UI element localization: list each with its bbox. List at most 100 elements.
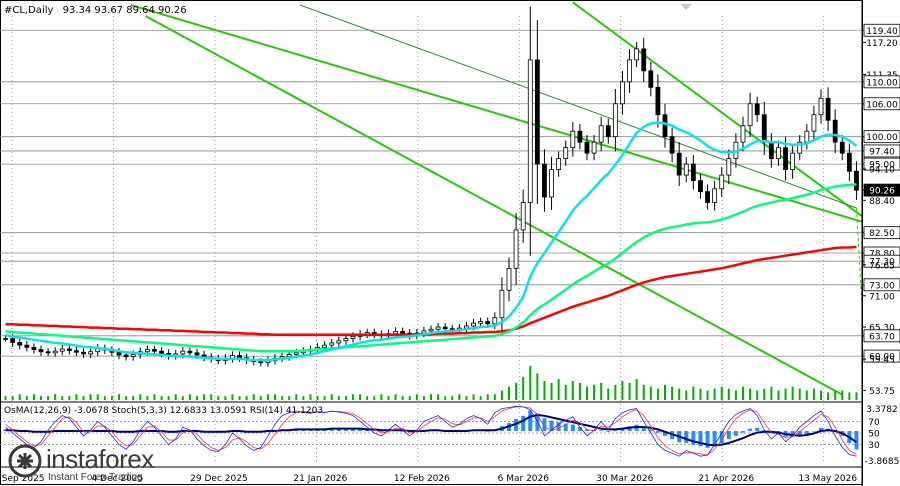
volume-bar bbox=[500, 390, 503, 400]
candle-body bbox=[350, 335, 356, 339]
volume-bar bbox=[295, 394, 298, 400]
osma-bar bbox=[641, 427, 646, 432]
osma-bar bbox=[514, 419, 519, 432]
stoch-level-label: 50 bbox=[868, 430, 880, 440]
candle-body bbox=[88, 351, 94, 355]
candle-body bbox=[24, 344, 30, 348]
price-label-box bbox=[863, 349, 900, 363]
indicator-legend: OsMA(12,26,9) -3.0678 Stoch(5,3,3) 12.68… bbox=[4, 406, 323, 416]
stoch-signal-line bbox=[5, 406, 857, 456]
volume-bar bbox=[692, 386, 695, 400]
candle-body bbox=[485, 321, 491, 325]
volume-bar bbox=[791, 386, 794, 400]
osma-bar bbox=[358, 429, 363, 432]
trend-channel bbox=[130, 1, 863, 396]
volume-bar bbox=[188, 394, 191, 400]
osma-bar bbox=[698, 431, 703, 447]
volume-bar bbox=[734, 390, 737, 400]
volume-bar bbox=[486, 394, 489, 400]
watermark-tagline: Instant Forex Trading bbox=[48, 472, 143, 483]
volume-bar bbox=[635, 379, 638, 400]
volume-bar bbox=[196, 396, 198, 400]
volume-bar bbox=[316, 396, 319, 400]
candle-body bbox=[3, 338, 8, 340]
candle-body bbox=[818, 97, 824, 116]
osma-bar bbox=[663, 431, 667, 436]
volume-bar bbox=[323, 396, 326, 400]
candle-body bbox=[74, 350, 79, 353]
price-label-box bbox=[863, 254, 900, 268]
candle-body bbox=[187, 350, 193, 354]
instaforex-logo-icon bbox=[8, 444, 42, 478]
volume-bar bbox=[543, 381, 546, 400]
volume-bar bbox=[550, 382, 553, 400]
candle-body bbox=[17, 341, 23, 346]
symbol-label: #CL,Daily bbox=[4, 5, 53, 16]
volume-bar bbox=[756, 390, 759, 400]
x-tick-label: 6 Mar 2026 bbox=[498, 474, 550, 484]
watermark-name: instaforex bbox=[46, 444, 154, 474]
candle-body bbox=[329, 342, 335, 346]
volume-bar bbox=[238, 396, 241, 400]
volume-bar bbox=[678, 388, 681, 400]
volume-bar bbox=[493, 394, 496, 400]
candle-body bbox=[527, 59, 533, 203]
volume-bar bbox=[479, 396, 482, 400]
candle-body bbox=[712, 188, 718, 203]
candle-body bbox=[322, 344, 328, 348]
symbol-ohlc-label: #CL,Daily 93.34 93.67 89.64 90.26 bbox=[4, 5, 187, 16]
ema-fast-line bbox=[5, 121, 858, 362]
candle-body bbox=[10, 338, 16, 343]
candle-body bbox=[641, 48, 647, 72]
x-tick-label: 29 Dec 2025 bbox=[190, 474, 248, 484]
candle-body bbox=[705, 191, 710, 203]
volume-bar bbox=[827, 392, 830, 400]
volume-bar bbox=[529, 365, 532, 400]
volume-bar bbox=[132, 396, 135, 400]
candle-body bbox=[627, 59, 632, 83]
volume-bar bbox=[146, 396, 149, 400]
candle-body bbox=[478, 321, 484, 324]
osma-bar bbox=[570, 424, 575, 432]
volume-bar bbox=[536, 373, 539, 400]
price-tick-label: 65.30 bbox=[869, 324, 895, 334]
candle-body bbox=[825, 97, 831, 121]
candle-body bbox=[442, 326, 448, 330]
candle-body bbox=[52, 350, 58, 354]
stoch-level-label: 30 bbox=[868, 441, 880, 451]
price-axis: 119.40117.20111.35110.00106.00100.0097.4… bbox=[861, 0, 900, 486]
collapse-arrow-icon[interactable] bbox=[680, 4, 692, 10]
candle-body bbox=[506, 267, 512, 291]
candle-body bbox=[605, 125, 611, 138]
candle-body bbox=[598, 125, 604, 143]
candle-body bbox=[393, 331, 398, 335]
volume-bar bbox=[373, 396, 376, 400]
volume-bar bbox=[32, 394, 35, 400]
indicator-axis-bottom-label: -3.8685 bbox=[865, 457, 900, 467]
volume-bar bbox=[699, 388, 702, 400]
candle-body bbox=[584, 141, 590, 154]
volume-bar bbox=[309, 394, 312, 400]
volume-bar bbox=[25, 396, 28, 400]
price-label-box bbox=[863, 130, 900, 144]
volume-bar bbox=[160, 396, 163, 400]
volume-bar bbox=[103, 396, 106, 400]
candle-body bbox=[513, 229, 519, 269]
volume-bar bbox=[181, 396, 184, 400]
instaforex-watermark: instaforex Instant Forex Trading bbox=[8, 440, 188, 484]
candle-body bbox=[620, 81, 625, 105]
volume-bar bbox=[742, 386, 744, 400]
osma-bar bbox=[343, 428, 348, 432]
volume-bar bbox=[834, 390, 837, 400]
candle-body bbox=[768, 141, 774, 160]
volume-bar bbox=[18, 394, 21, 400]
x-tick-label: 13 May 2026 bbox=[798, 474, 857, 484]
candle-body bbox=[59, 348, 65, 352]
candle-body bbox=[698, 180, 703, 192]
candle-body bbox=[690, 163, 696, 181]
candle-body bbox=[790, 152, 796, 170]
volume-bar bbox=[167, 396, 170, 400]
candle-body bbox=[832, 119, 838, 143]
volume-bar bbox=[266, 394, 269, 400]
